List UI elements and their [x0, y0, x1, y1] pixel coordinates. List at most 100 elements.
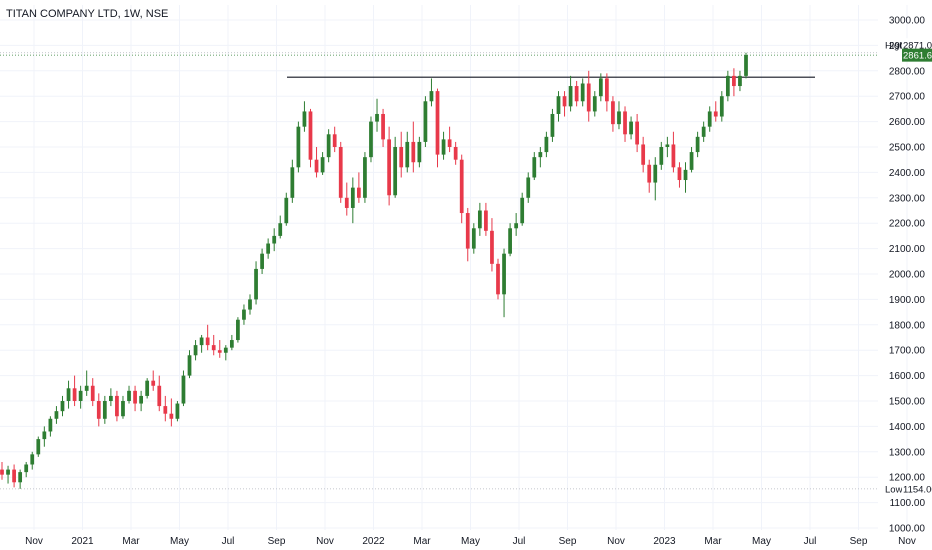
candle-body: [248, 299, 252, 310]
candle-body: [665, 144, 670, 147]
x-tick-label: Nov: [607, 536, 625, 547]
candle-body: [157, 385, 162, 407]
candle-body: [447, 139, 452, 147]
candle-body: [78, 390, 83, 401]
candle-body: [193, 345, 198, 356]
candle-body: [405, 141, 410, 168]
candle-body: [272, 235, 277, 244]
candle-body: [332, 134, 337, 147]
candle-body: [205, 337, 210, 346]
candle-body: [0, 469, 4, 475]
y-tick-label: 1000.00: [889, 524, 926, 535]
candle-body: [683, 169, 688, 181]
candle-body: [326, 134, 331, 158]
y-tick-label: 1600.00: [889, 371, 926, 382]
high-tag-badge: [902, 38, 932, 52]
candle-body: [429, 91, 434, 102]
high-tag-value: 2871.00: [903, 40, 932, 51]
candle-body: [387, 139, 391, 196]
candle-body: [151, 380, 156, 386]
y-tick-label: 2200.00: [889, 219, 926, 230]
y-tick-label: 1200.00: [889, 473, 926, 484]
y-tick-label: 2000.00: [889, 270, 926, 281]
candle-body: [42, 431, 47, 440]
chart-title: TITAN COMPANY LTD, 1W, NSE: [6, 8, 168, 20]
candle-body: [496, 263, 500, 295]
candle-body: [393, 147, 398, 196]
candle-body: [453, 147, 458, 160]
candle-body: [538, 152, 543, 158]
candle-body: [520, 197, 525, 224]
y-tick-label: 2700.00: [889, 92, 926, 103]
candle-body: [399, 147, 404, 168]
candle-body: [217, 350, 222, 353]
candle-body: [677, 167, 682, 181]
candle-body: [544, 136, 549, 153]
x-tick-label: Jul: [513, 536, 526, 547]
candle-body: [568, 86, 573, 107]
grid-lines: [0, 5, 908, 530]
candle-body: [556, 96, 561, 114]
candle-body: [550, 113, 555, 137]
candle-body: [60, 401, 65, 412]
y-tick-label: 2800.00: [889, 66, 926, 77]
candle-body: [302, 111, 307, 127]
candle-body: [163, 406, 168, 414]
candle-body: [508, 228, 512, 254]
candle-body: [701, 126, 706, 137]
x-tick-label: Sep: [559, 536, 577, 547]
y-tick-label: 1100.00: [890, 498, 926, 509]
y-tick-label: 2100.00: [889, 244, 926, 255]
candle-body: [647, 164, 652, 183]
high-tag-label: High: [885, 40, 905, 51]
candle-body: [175, 403, 180, 419]
candle-body: [90, 385, 95, 401]
x-tick-label: Mar: [122, 536, 140, 547]
x-tick-label: Sep: [850, 536, 868, 547]
candle-body: [24, 464, 29, 473]
x-tick-label: Nov: [25, 536, 43, 547]
candle-body: [725, 75, 730, 97]
candle-body: [423, 101, 428, 142]
candle-body: [659, 147, 664, 165]
candle-body: [236, 319, 240, 341]
candle-body: [181, 375, 186, 404]
candle-body: [641, 144, 646, 165]
candle-body: [211, 345, 216, 351]
candle-body: [617, 111, 621, 125]
y-tick-label: 1400.00: [889, 422, 926, 433]
candle-body: [30, 454, 35, 465]
x-tick-label: Nov: [898, 536, 916, 547]
x-tick-label: 2023: [653, 536, 676, 547]
x-tick-label: May: [461, 536, 480, 547]
candle-body: [465, 213, 470, 249]
price-axis: 3000.002900.002800.002700.002600.002500.…: [889, 16, 926, 535]
candle-body: [689, 152, 694, 170]
x-tick-label: Mar: [704, 536, 722, 547]
candle-body: [102, 401, 107, 419]
candle-body: [435, 91, 440, 155]
candle-body: [338, 147, 343, 198]
candle-body: [732, 75, 736, 87]
candle-body: [254, 268, 258, 300]
x-tick-label: 2021: [71, 536, 94, 547]
candle-body: [12, 469, 16, 483]
y-tick-label: 1300.00: [889, 447, 926, 458]
candle-body: [199, 337, 204, 346]
candle-body: [296, 126, 301, 168]
y-tick-label: 1700.00: [889, 346, 926, 357]
candle-body: [6, 469, 10, 475]
x-tick-label: May: [170, 536, 189, 547]
candle-body: [411, 141, 416, 163]
candle-body: [48, 418, 53, 432]
candle-body: [127, 390, 131, 401]
candle-body: [490, 230, 494, 264]
y-tick-label: 1800.00: [889, 320, 926, 331]
y-tick-label: 1900.00: [889, 295, 926, 306]
x-tick-label: 2022: [362, 536, 385, 547]
x-tick-label: Sep: [268, 536, 286, 547]
time-axis: Nov 2021 Mar May Jul Sep Nov 2022 Mar May Jul Sep No…: [25, 536, 916, 547]
candle-body: [284, 197, 289, 224]
candle-body: [592, 96, 597, 112]
